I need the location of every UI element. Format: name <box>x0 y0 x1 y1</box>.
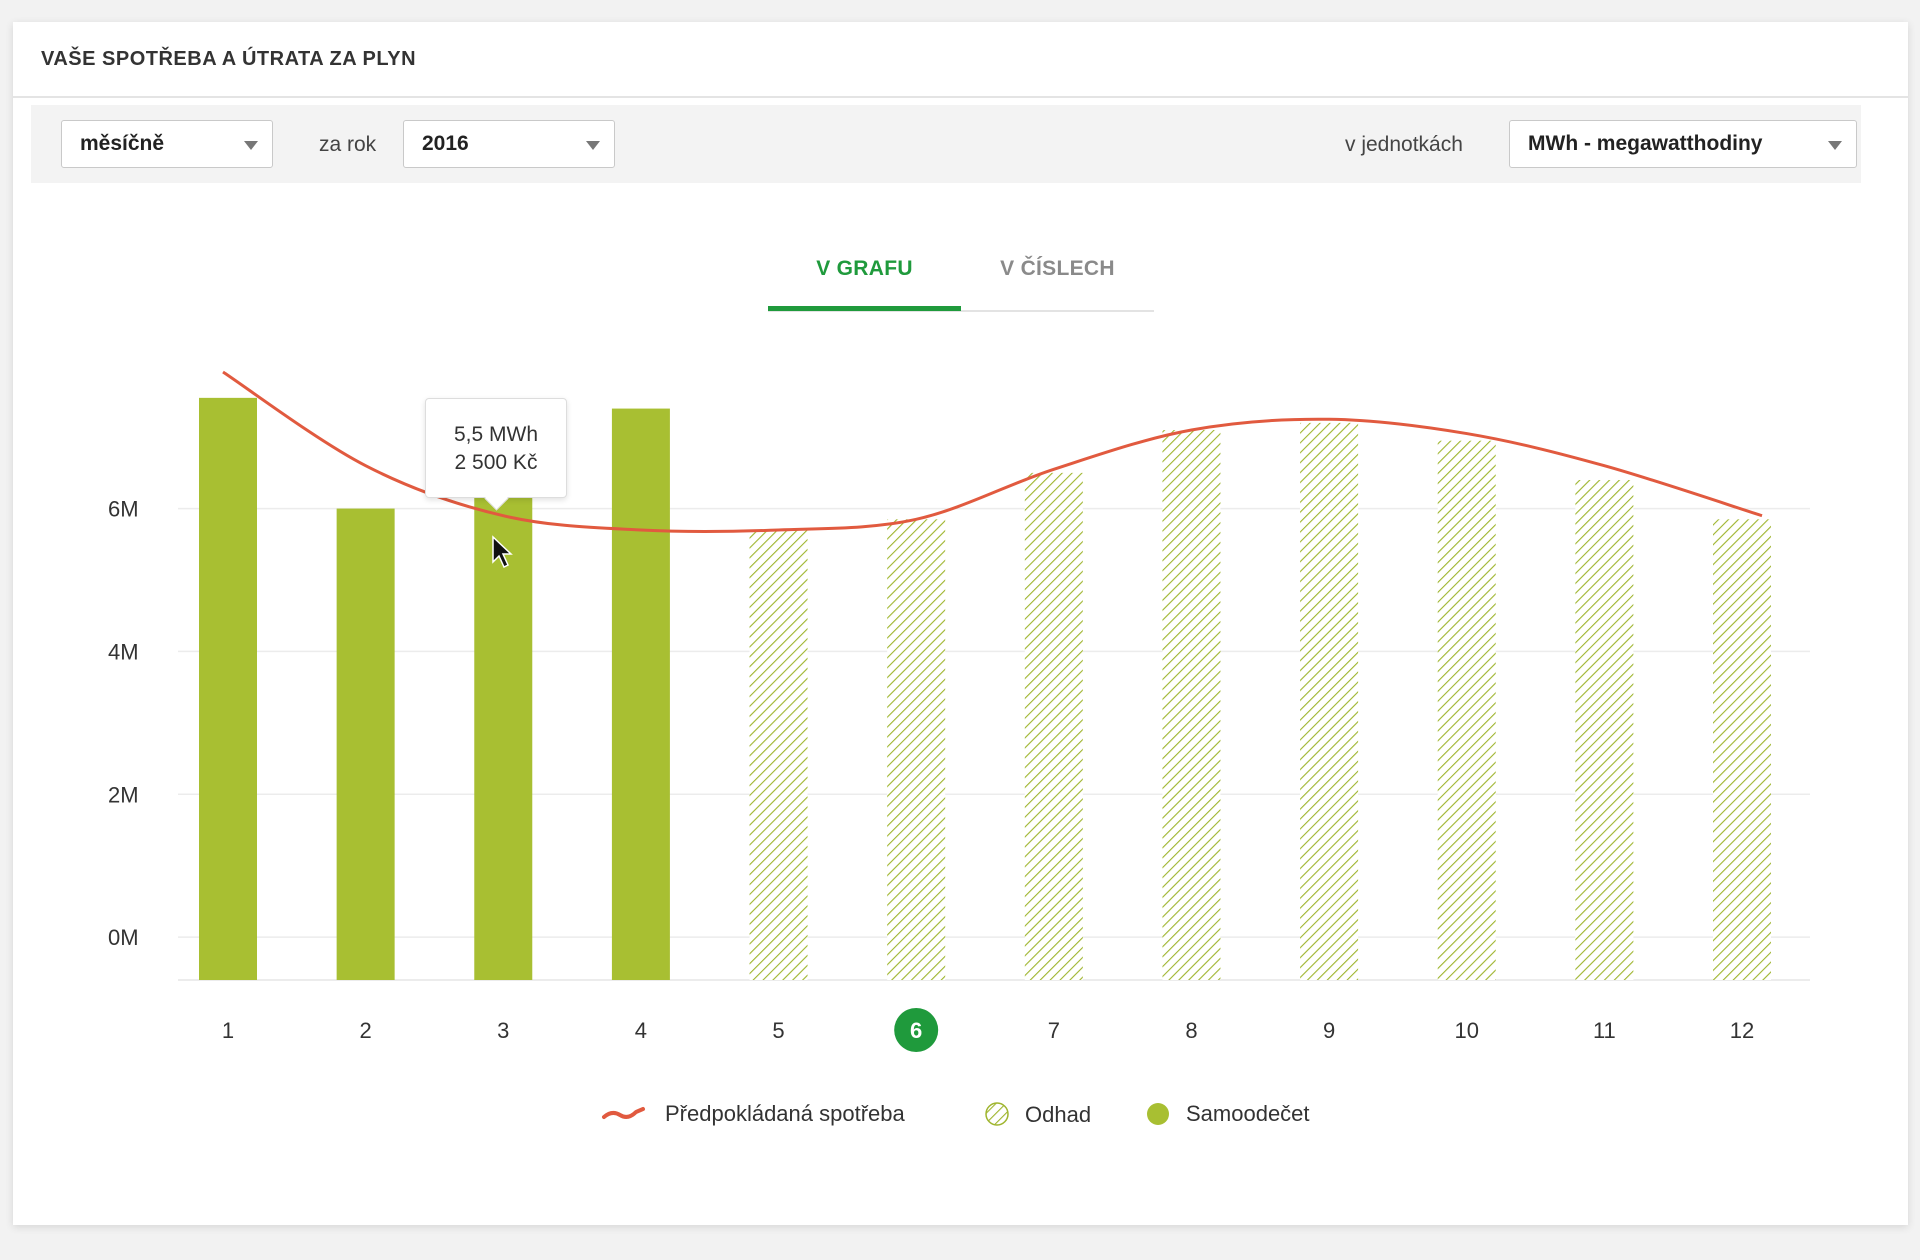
legend-selfread-icon <box>1147 1103 1169 1125</box>
x-tick-label: 9 <box>1323 1018 1335 1043</box>
unit-label: v jednotkách <box>1345 133 1463 156</box>
bar-selfread[interactable] <box>611 408 670 981</box>
chevron-down-icon <box>1828 141 1842 150</box>
bar-selfread[interactable] <box>199 397 257 980</box>
current-month-marker <box>894 1008 939 1052</box>
x-tick-label: 4 <box>635 1018 647 1043</box>
x-tick-label: 8 <box>1185 1018 1197 1043</box>
bar-estimate[interactable] <box>749 530 808 980</box>
bar-estimate[interactable] <box>1575 480 1634 980</box>
x-tick-label: 2 <box>360 1018 372 1043</box>
legend-forecast-line-icon <box>602 1107 645 1119</box>
legend-forecast-label: Předpokládaná spotřeba <box>665 1101 905 1126</box>
chevron-down-icon <box>586 141 600 150</box>
tooltip-consumption: 5,5 MWh <box>453 423 539 446</box>
tooltip-cost: 2 500 Kč <box>454 451 538 474</box>
bar-tooltip: 5,5 MWh 2 500 Kč <box>425 398 567 498</box>
bar-estimate[interactable] <box>1437 440 1496 980</box>
bar-estimate[interactable] <box>887 519 946 980</box>
x-tick-label: 11 <box>1593 1018 1616 1043</box>
forecast-line <box>222 370 1763 534</box>
x-tick-label: 6 <box>910 1018 922 1043</box>
x-tick-label: 3 <box>497 1018 509 1043</box>
view-tabs: V GRAFU V ČÍSLECH <box>768 248 1154 312</box>
bar-estimate[interactable] <box>1713 519 1771 980</box>
year-select[interactable]: 2016 <box>403 120 615 168</box>
bar-selfread[interactable] <box>336 508 395 980</box>
x-tick-label: 12 <box>1730 1018 1754 1043</box>
y-tick-label: 4M <box>108 639 139 664</box>
bar-selfread[interactable] <box>474 487 533 980</box>
period-select[interactable]: měsíčně <box>61 120 273 168</box>
x-tick-label: 5 <box>772 1018 784 1043</box>
year-select-value: 2016 <box>422 132 469 155</box>
bar-estimate[interactable] <box>1162 430 1221 980</box>
x-tick-label: 7 <box>1048 1018 1060 1043</box>
legend-estimate-icon <box>985 1102 1009 1126</box>
chevron-down-icon <box>244 141 258 150</box>
x-tick-label: 1 <box>222 1018 234 1043</box>
unit-select[interactable]: MWh - megawatthodiny <box>1509 120 1857 168</box>
bar-estimate[interactable] <box>1300 422 1359 980</box>
tab-numbers[interactable]: V ČÍSLECH <box>1000 257 1115 280</box>
legend-selfread-label: Samoodečet <box>1186 1101 1310 1126</box>
unit-select-value: MWh - megawatthodiny <box>1528 132 1763 155</box>
x-tick-label: 10 <box>1454 1018 1478 1043</box>
card-header: VAŠE SPOTŘEBA A ÚTRATA ZA PLYN <box>13 22 1908 98</box>
y-tick-label: 0M <box>108 925 139 950</box>
y-tick-label: 2M <box>108 782 139 807</box>
filter-toolbar: měsíčně za rok 2016 v jednotkách MWh - m… <box>31 105 1861 183</box>
bar-estimate[interactable] <box>1024 472 1083 980</box>
period-select-value: měsíčně <box>80 132 165 155</box>
mouse-pointer-icon <box>492 535 513 569</box>
y-tick-label: 6M <box>108 497 139 522</box>
year-label: za rok <box>319 133 377 156</box>
card-title: VAŠE SPOTŘEBA A ÚTRATA ZA PLYN <box>41 47 417 70</box>
legend-estimate-label: Odhad <box>1025 1102 1091 1127</box>
tab-graph[interactable]: V GRAFU <box>768 248 961 311</box>
